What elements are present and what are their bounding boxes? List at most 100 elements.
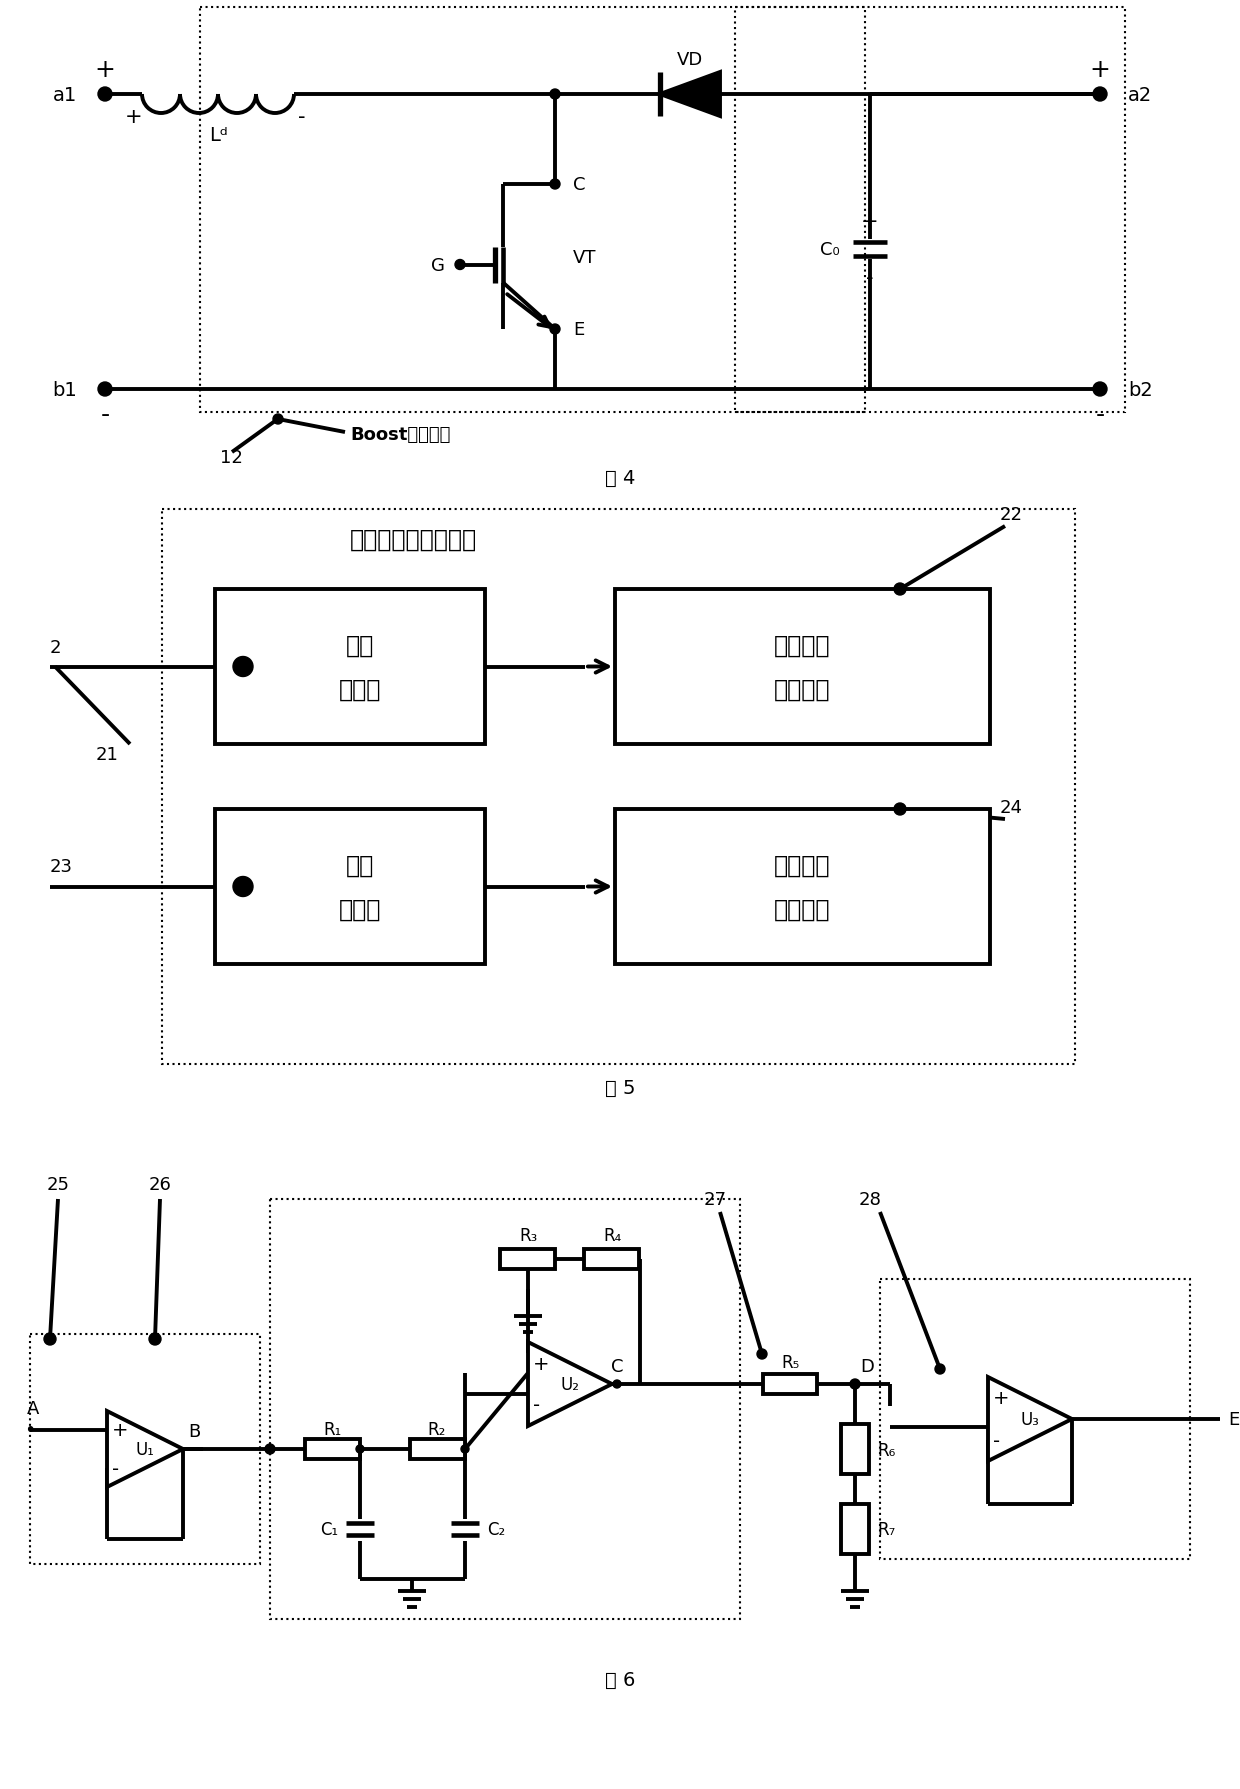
Text: 电压信号: 电压信号 [774,633,831,657]
Circle shape [43,1333,56,1345]
Text: -: - [533,1395,541,1415]
Bar [763,1374,817,1394]
Text: 25: 25 [47,1175,69,1193]
Text: b1: b1 [52,381,77,399]
Text: -: - [867,268,874,288]
Text: +: + [993,1388,1009,1408]
Text: R₄: R₄ [603,1225,621,1245]
Circle shape [551,181,560,190]
Text: E: E [1228,1410,1239,1428]
Bar [880,1279,1190,1560]
Polygon shape [107,1412,184,1487]
Text: 电压和电流检测模块: 电压和电流检测模块 [350,528,477,551]
Bar [162,510,1075,1064]
Bar [270,1199,740,1619]
Bar [215,590,485,744]
Text: R₂: R₂ [428,1420,446,1438]
Text: 电流信号: 电流信号 [774,853,831,877]
Text: 图 6: 图 6 [605,1669,635,1689]
Text: 26: 26 [149,1175,171,1193]
Bar [305,1438,360,1460]
Text: U₃: U₃ [1021,1410,1039,1428]
Text: R₅: R₅ [781,1352,799,1370]
Text: 28: 28 [858,1190,882,1208]
Text: 调理电路: 调理电路 [774,676,831,701]
Text: +: + [862,211,879,233]
Circle shape [1092,88,1107,102]
Text: 27: 27 [703,1190,727,1208]
Text: E: E [573,320,584,338]
Text: +: + [112,1420,129,1440]
Bar [735,7,1125,413]
Text: -: - [1095,403,1105,428]
Text: -: - [100,403,109,428]
Text: 电压: 电压 [346,633,374,657]
Text: +: + [533,1354,549,1372]
Circle shape [935,1365,945,1374]
Text: 传感器: 传感器 [339,896,381,921]
Text: 12: 12 [219,449,243,467]
Text: C₂: C₂ [487,1521,505,1539]
Text: 23: 23 [50,859,73,877]
Circle shape [849,1379,861,1390]
Text: 调理电路: 调理电路 [774,896,831,921]
Text: VD: VD [677,50,703,70]
Circle shape [894,583,906,596]
Text: A: A [27,1399,40,1417]
Bar [841,1424,869,1474]
Text: R₇: R₇ [877,1521,895,1539]
Text: +: + [125,107,143,127]
Circle shape [98,383,112,397]
Circle shape [551,326,560,335]
Text: 图 4: 图 4 [605,469,635,487]
Circle shape [756,1349,768,1360]
Text: U₂: U₂ [560,1376,579,1394]
Text: b2: b2 [1128,381,1153,399]
Text: VT: VT [573,249,596,267]
Circle shape [551,89,560,100]
Circle shape [1092,383,1107,397]
Text: 22: 22 [999,506,1023,524]
Circle shape [894,803,906,816]
Circle shape [265,1444,275,1454]
Text: a1: a1 [53,86,77,104]
Circle shape [273,415,283,424]
Text: 图 5: 图 5 [605,1079,635,1097]
Circle shape [149,1333,161,1345]
Text: D: D [861,1358,874,1376]
Text: C₀: C₀ [820,242,839,259]
Bar [615,590,990,744]
Circle shape [356,1446,365,1453]
Bar [215,810,485,964]
Bar [500,1249,556,1268]
Text: 24: 24 [999,798,1023,816]
Bar [841,1505,869,1555]
Text: B: B [188,1422,200,1440]
Text: Lᵈ: Lᵈ [208,125,227,145]
Circle shape [455,261,465,270]
Text: -: - [112,1458,119,1478]
Text: U₁: U₁ [135,1440,155,1458]
Text: +: + [1090,57,1111,82]
Text: C: C [573,175,585,193]
Polygon shape [528,1342,613,1426]
Text: C: C [611,1358,624,1376]
Text: -: - [299,107,306,127]
Circle shape [613,1381,621,1388]
Text: Boost斩波电路: Boost斩波电路 [350,426,450,444]
Text: +: + [94,57,115,82]
Polygon shape [660,73,720,116]
Bar [410,1438,465,1460]
Text: a2: a2 [1128,86,1152,104]
Bar [584,1249,639,1268]
Bar [200,7,866,413]
Circle shape [233,877,253,896]
Text: 2: 2 [50,639,62,657]
Text: 21: 21 [95,746,118,764]
Text: R₆: R₆ [877,1442,895,1460]
Text: C₁: C₁ [320,1521,339,1539]
Text: 电流: 电流 [346,853,374,877]
Polygon shape [988,1378,1073,1462]
Text: 传感器: 传感器 [339,676,381,701]
Text: G: G [432,256,445,274]
